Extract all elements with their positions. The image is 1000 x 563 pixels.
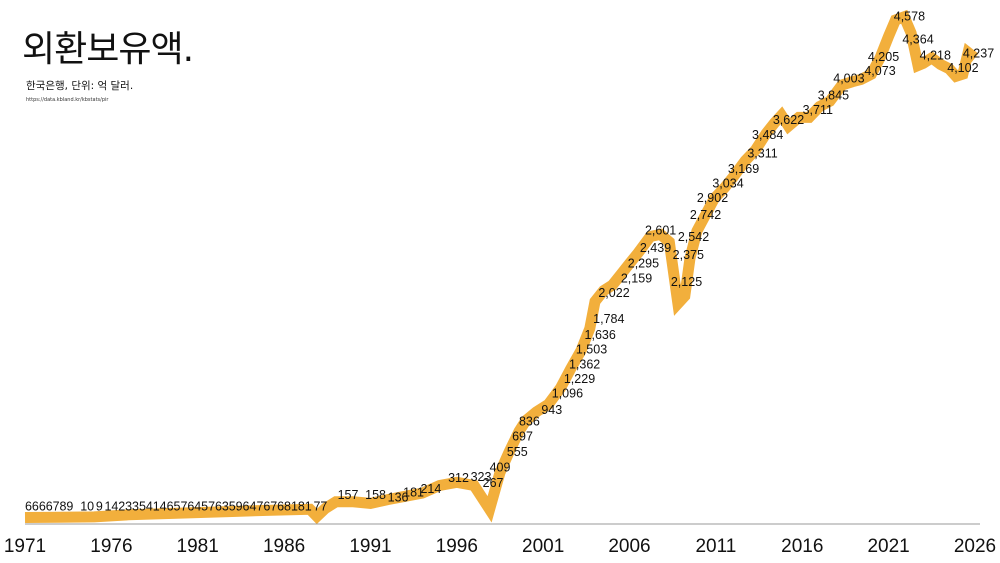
data-label: 312: [448, 471, 469, 485]
data-label: 2,902: [697, 191, 728, 205]
data-label: 4,003: [833, 72, 864, 86]
x-tick-label: 2016: [781, 536, 823, 557]
data-label: 4,578: [894, 9, 925, 23]
data-label: 81: [284, 500, 298, 514]
x-tick-label: 2006: [608, 536, 650, 557]
data-label: 3,034: [712, 177, 743, 191]
data-label: 4,205: [868, 50, 899, 64]
data-label: 57: [174, 500, 188, 514]
data-label: 409: [490, 461, 511, 475]
x-tick-label: 2026: [954, 536, 996, 557]
data-label: 6: [25, 500, 32, 514]
data-label: 64: [187, 500, 201, 514]
x-tick-label: 1971: [4, 536, 46, 557]
chart-subtitle: 한국은행, 단위: 억 달러.: [26, 80, 134, 92]
data-label: 267: [483, 476, 504, 490]
data-label: 4,237: [963, 46, 994, 60]
data-label: 2,022: [598, 286, 629, 300]
data-label: 2,295: [628, 257, 659, 271]
data-label: 35: [132, 500, 146, 514]
data-labels: 6 6 6 6 7 8 9 10 9 14 23 35 41 46 57 64 57 63 59 64 76 76 81 81…: [25, 9, 994, 513]
data-label: 46: [160, 500, 174, 514]
data-label: 697: [512, 430, 533, 444]
x-tick-label: 1986: [263, 536, 305, 557]
data-label: 214: [420, 482, 441, 496]
data-label: 77: [313, 500, 327, 514]
data-label: 4,218: [920, 48, 951, 62]
data-label: 7: [53, 500, 60, 514]
data-label: 4,102: [947, 61, 978, 75]
data-label: 136: [388, 490, 409, 504]
data-label: 1,229: [564, 372, 595, 386]
data-label: 2,601: [645, 223, 676, 237]
data-label: 59: [229, 500, 243, 514]
data-label: 2,742: [690, 208, 721, 222]
data-label: 10: [80, 500, 94, 514]
data-label: 2,375: [673, 248, 704, 262]
x-tick-label: 1981: [177, 536, 219, 557]
data-label: 6: [39, 500, 46, 514]
data-label: 2,439: [640, 241, 671, 255]
data-label: 6: [32, 500, 39, 514]
data-label: 158: [365, 488, 386, 502]
data-label: 6: [46, 500, 53, 514]
data-label: 8: [60, 500, 67, 514]
x-axis-ticks: 1971 1976 1981 1986 1991 1996 2001 2006 2011 2016…: [4, 536, 996, 557]
data-label: 9: [66, 500, 73, 514]
data-label: 81: [298, 500, 312, 514]
series-group: [24, 9, 979, 525]
data-label: 3,484: [752, 128, 783, 142]
data-label: 23: [118, 500, 132, 514]
data-label: 1,362: [569, 358, 600, 372]
data-label: 76: [270, 500, 284, 514]
page-title: 외환보유액.: [22, 29, 194, 70]
data-label: 1,096: [552, 386, 583, 400]
data-label: 836: [519, 415, 540, 429]
data-label: 3,845: [818, 89, 849, 103]
source-link[interactable]: https://data.kbland.kr/kbstats/pir: [26, 97, 109, 103]
data-label: 555: [507, 445, 528, 459]
data-label: 2,159: [621, 271, 652, 285]
x-tick-label: 2011: [695, 536, 736, 557]
data-label: 57: [201, 500, 215, 514]
data-label: 323: [471, 470, 492, 484]
data-label: 76: [256, 500, 270, 514]
data-label: 3,711: [803, 103, 833, 117]
x-tick-label: 1976: [90, 536, 132, 557]
data-label: 3,169: [728, 162, 759, 176]
data-label: 9: [96, 500, 103, 514]
x-tick-label: 2001: [522, 536, 564, 557]
data-label: 3,622: [773, 113, 804, 127]
x-tick-label: 2021: [867, 536, 909, 557]
data-label: 64: [243, 500, 257, 514]
data-label: 1,503: [576, 342, 607, 356]
data-label: 4,073: [864, 64, 895, 78]
data-label: 2,542: [678, 230, 709, 244]
data-label: 1,784: [593, 312, 624, 326]
data-label: 63: [215, 500, 229, 514]
x-tick-label: 1996: [436, 536, 478, 557]
data-label: 14: [104, 500, 118, 514]
data-label: 157: [338, 488, 359, 502]
data-label: 2,125: [671, 275, 702, 289]
data-label: 41: [146, 500, 160, 514]
x-tick-label: 1991: [349, 536, 391, 557]
series-line-0: [24, 9, 979, 525]
data-label: 4,364: [902, 33, 933, 47]
data-label: 943: [541, 403, 562, 417]
data-label: 3,311: [747, 147, 777, 161]
data-label: 181: [403, 485, 424, 499]
data-label: 1,636: [585, 328, 616, 342]
